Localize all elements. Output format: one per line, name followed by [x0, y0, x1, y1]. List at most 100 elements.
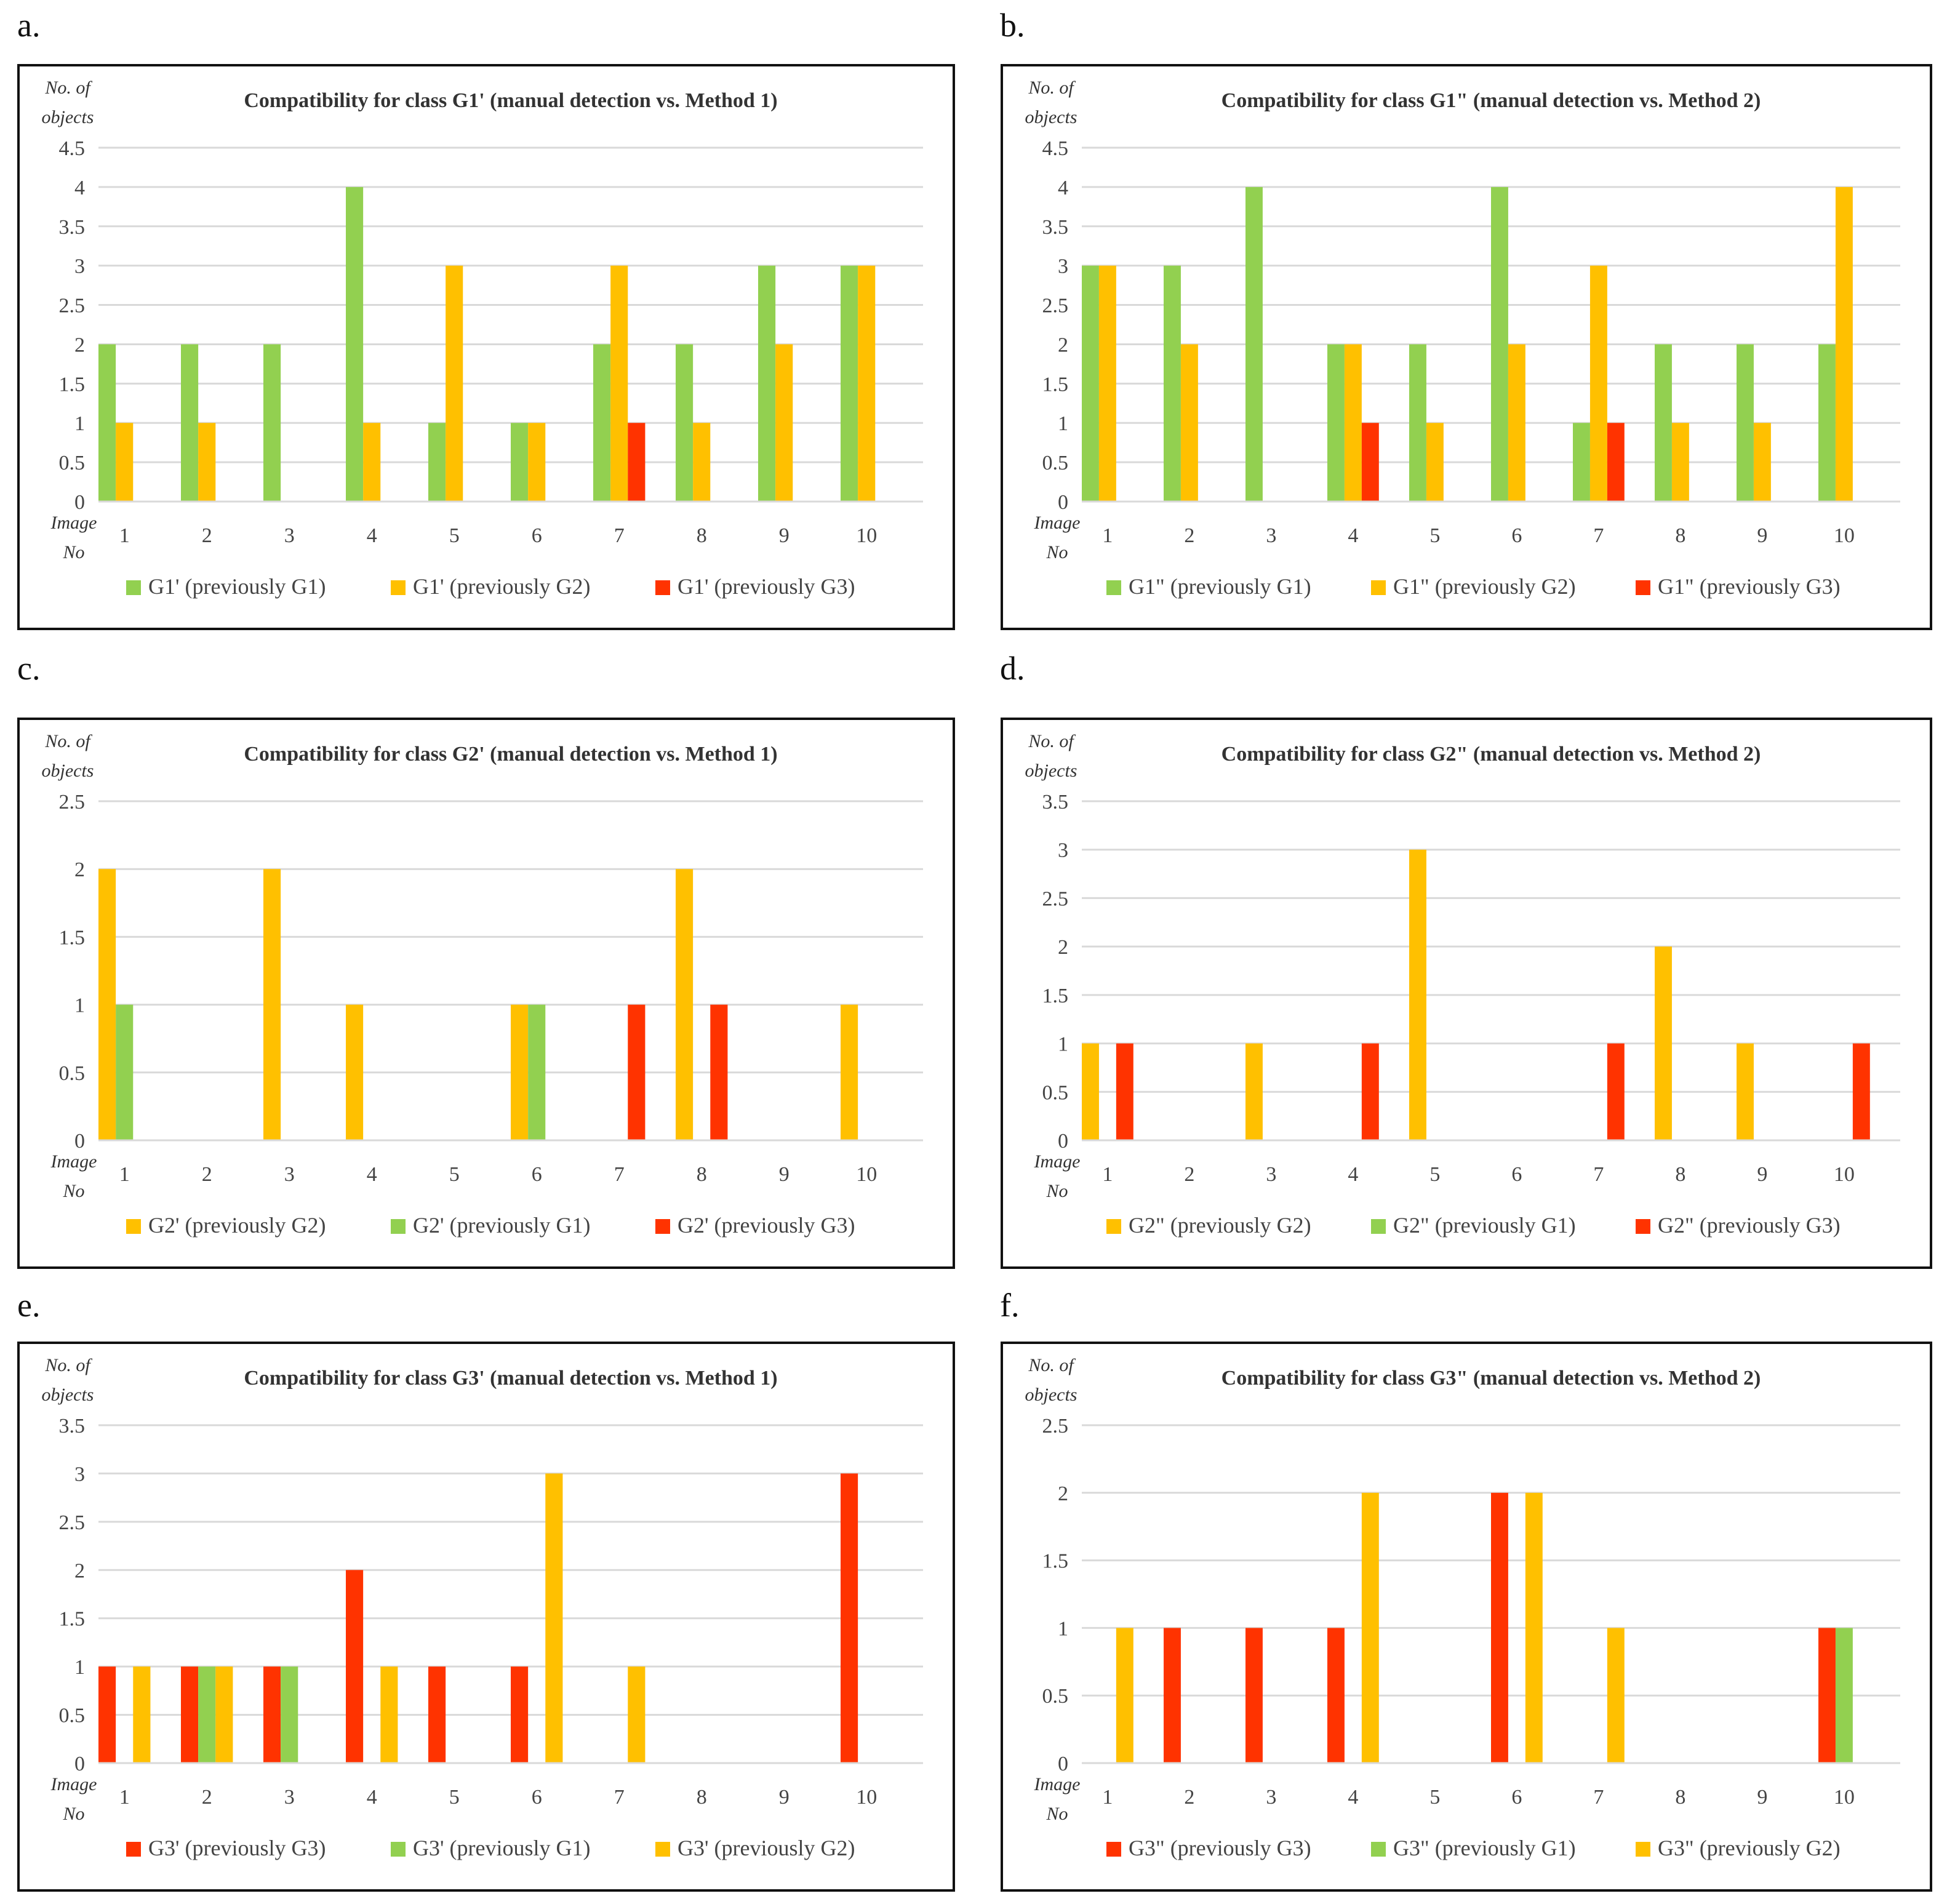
panel-letter-b: b.: [1000, 7, 1025, 44]
legend-swatch: [126, 1219, 141, 1234]
y-tick-label: 0.5: [1042, 452, 1069, 474]
x-tick-label: 4: [367, 1163, 377, 1186]
bar: [133, 1666, 151, 1763]
legend-label: G2' (previously G3): [678, 1213, 855, 1238]
legend-swatch: [655, 1219, 670, 1234]
legend-label: G2" (previously G3): [1658, 1213, 1841, 1238]
bar: [710, 1004, 728, 1140]
bar: [98, 344, 116, 502]
x-axis-label-line1: Image: [50, 1774, 97, 1794]
bar: [1655, 946, 1672, 1140]
y-tick-label: 1.5: [59, 926, 86, 949]
y-tick-label: 3.5: [59, 1415, 86, 1438]
bar: [1655, 344, 1672, 502]
legend-label: G3" (previously G3): [1129, 1836, 1311, 1860]
legend-swatch: [1636, 1219, 1650, 1234]
y-tick-label: 4.5: [59, 137, 86, 160]
x-axis-label-line2: No: [62, 542, 84, 562]
x-axis-label-line2: No: [1045, 1181, 1068, 1201]
y-tick-label: 3.5: [59, 216, 86, 239]
chart-panel-d: Compatibility for class G2" (manual dete…: [1001, 718, 1932, 1269]
bar: [676, 344, 694, 502]
bar: [1508, 344, 1525, 502]
legend-swatch: [655, 1842, 670, 1857]
y-tick-label: 2.5: [1042, 295, 1069, 318]
legend-swatch: [126, 580, 141, 595]
legend-swatch: [1636, 580, 1650, 595]
legend-label: G1" (previously G1): [1129, 574, 1311, 599]
bar: [380, 1666, 398, 1763]
y-tick-label: 4: [74, 177, 85, 199]
bar: [215, 1666, 233, 1763]
bar: [628, 1004, 646, 1140]
x-axis-label-line2: No: [62, 1181, 84, 1201]
bar: [528, 1004, 546, 1140]
x-tick-label: 3: [1266, 1163, 1276, 1186]
bar: [1491, 186, 1508, 502]
x-tick-label: 1: [119, 1163, 130, 1186]
legend-swatch: [1371, 580, 1386, 595]
x-tick-label: 1: [1102, 524, 1113, 547]
x-axis-label-line1: Image: [1034, 1151, 1081, 1172]
bar: [528, 423, 546, 502]
x-tick-label: 2: [202, 524, 212, 547]
bar: [1344, 344, 1362, 502]
x-axis-label-line1: Image: [50, 513, 97, 533]
x-tick-label: 4: [1348, 1786, 1358, 1809]
bar: [281, 1666, 298, 1763]
x-tick-label: 4: [1348, 1163, 1358, 1186]
y-tick-label: 1.5: [59, 373, 86, 396]
bar: [198, 1666, 216, 1763]
x-tick-label: 7: [614, 1786, 625, 1809]
legend-label: G1" (previously G3): [1658, 574, 1841, 599]
bar: [198, 423, 216, 502]
x-tick-label: 10: [1834, 1163, 1855, 1186]
chart-title: Compatibility for class G1" (manual dete…: [1221, 89, 1761, 112]
x-tick-label: 10: [1834, 1786, 1855, 1809]
chart-panel-e: Compatibility for class G3' (manual dete…: [17, 1342, 955, 1892]
y-axis-label-line1: No. of: [1028, 731, 1076, 751]
bar: [181, 1666, 199, 1763]
bar: [1607, 423, 1625, 502]
chart-panel-c: Compatibility for class G2' (manual dete…: [17, 718, 955, 1269]
legend-label: G3' (previously G1): [413, 1836, 590, 1860]
x-tick-label: 6: [1511, 524, 1522, 547]
bar: [1835, 1628, 1853, 1763]
chart-title: Compatibility for class G3' (manual dete…: [244, 1367, 777, 1390]
x-tick-label: 6: [532, 1786, 542, 1809]
y-tick-label: 3: [74, 255, 85, 278]
x-tick-label: 9: [779, 524, 790, 547]
bar: [181, 344, 199, 502]
x-tick-label: 5: [1429, 524, 1440, 547]
y-tick-label: 3.5: [1042, 791, 1069, 814]
panel-letter-d: d.: [1000, 650, 1025, 687]
x-tick-label: 8: [697, 1786, 707, 1809]
legend-swatch: [391, 1219, 406, 1234]
bar: [1180, 344, 1198, 502]
bar: [1852, 1043, 1870, 1140]
bar: [1116, 1628, 1133, 1763]
x-tick-label: 8: [1675, 1163, 1685, 1186]
y-axis-label-line2: objects: [42, 107, 94, 127]
x-tick-label: 1: [1102, 1163, 1113, 1186]
bar: [1607, 1628, 1625, 1763]
chart-f-svg: Compatibility for class G3" (manual dete…: [1025, 1355, 1900, 1860]
legend-label: G1' (previously G1): [148, 574, 326, 599]
bar: [1835, 186, 1853, 502]
legend-swatch: [126, 1842, 141, 1857]
y-tick-label: 1: [1058, 1033, 1068, 1056]
legend-swatch: [1371, 1842, 1386, 1857]
y-tick-label: 0.5: [59, 1062, 86, 1085]
y-tick-label: 0: [74, 1130, 85, 1153]
x-tick-label: 5: [449, 524, 460, 547]
x-tick-label: 5: [449, 1786, 460, 1809]
x-tick-label: 7: [614, 1163, 625, 1186]
x-tick-label: 4: [367, 1786, 377, 1809]
legend-swatch: [1636, 1842, 1650, 1857]
bar: [346, 1570, 364, 1763]
x-tick-label: 10: [856, 524, 877, 547]
x-tick-label: 1: [1102, 1786, 1113, 1809]
x-tick-label: 9: [1757, 1163, 1767, 1186]
y-tick-label: 1.5: [1042, 373, 1069, 396]
y-tick-label: 2.5: [1042, 1415, 1069, 1438]
